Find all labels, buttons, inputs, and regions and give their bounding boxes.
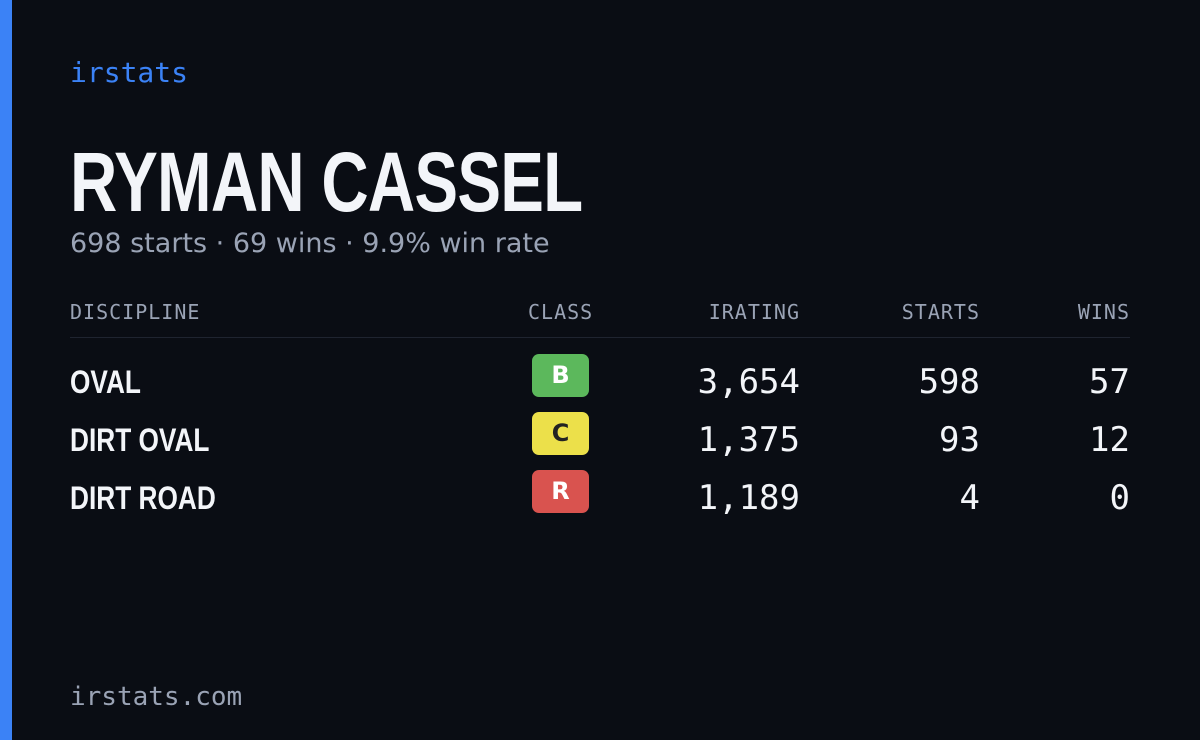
discipline: DIRT OVAL [70, 422, 210, 458]
driver-summary: 698 starts · 69 wins · 9.9% win rate [70, 228, 550, 259]
wins: 57 [1089, 362, 1130, 402]
irating: 3,654 [697, 362, 800, 402]
irating: 1,189 [697, 478, 800, 518]
column-header: IRATING [708, 300, 800, 324]
accent-bar [0, 0, 12, 740]
column-header: WINS [1077, 300, 1130, 324]
column-header: STARTS [901, 300, 980, 324]
irating: 1,375 [697, 420, 800, 460]
footer-link[interactable]: irstats.com [70, 682, 243, 712]
discipline: OVAL [70, 364, 141, 400]
column-header: DISCIPLINE [70, 300, 201, 324]
class-badge: R [532, 470, 589, 513]
brand[interactable]: irstats [70, 56, 189, 89]
header-rule [70, 337, 1130, 338]
starts: 4 [959, 478, 980, 518]
column-header: CLASS [528, 300, 594, 324]
wins: 12 [1089, 420, 1130, 460]
driver-name: RYMAN CASSEL [70, 135, 583, 229]
class-badge: C [532, 412, 589, 455]
discipline: DIRT ROAD [70, 480, 216, 516]
class-badge: B [532, 354, 589, 397]
starts: 598 [918, 362, 980, 402]
wins: 0 [1109, 478, 1130, 518]
starts: 93 [939, 420, 980, 460]
